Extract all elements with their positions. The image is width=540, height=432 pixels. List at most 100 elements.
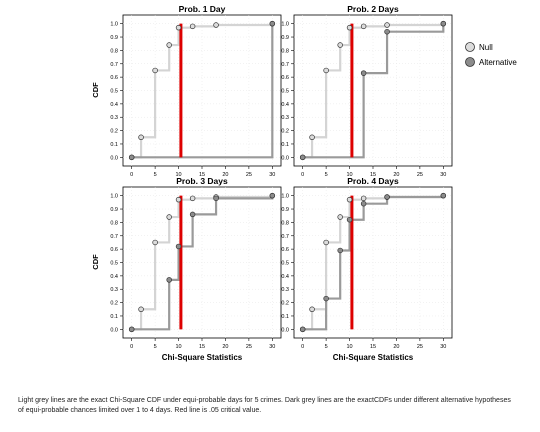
- y-tick-label: 0.6: [281, 247, 289, 253]
- x-tick-label: 10: [176, 344, 182, 350]
- y-tick-label: 0.4: [110, 274, 118, 280]
- chart-legend: Null Alternative: [465, 42, 517, 67]
- x-tick-label: 30: [269, 344, 275, 350]
- y-tick-label: 0.6: [281, 75, 289, 81]
- y-tick-label: 0.1: [281, 142, 289, 148]
- x-tick-label: 25: [246, 344, 252, 350]
- legend-marker: [465, 57, 475, 67]
- y-tick-label: 0.0: [281, 155, 289, 161]
- alternative-series-line: [131, 23, 274, 159]
- y-tick-label: 0.5: [281, 261, 289, 267]
- null-series-point: [152, 239, 158, 246]
- x-axis-title: Chi-Square Statistics: [333, 353, 414, 362]
- y-tick-label: 0.5: [110, 89, 118, 95]
- null-series-point: [309, 134, 315, 141]
- legend-marker: [465, 42, 475, 52]
- x-tick-label: 20: [222, 344, 228, 350]
- null-series-point: [309, 306, 315, 313]
- alternative-series-point: [269, 20, 276, 27]
- alternative-series-point: [189, 211, 196, 218]
- null-series-point: [138, 306, 144, 313]
- x-tick-label: 5: [154, 344, 157, 350]
- chart-panel-1: Prob. 1 Day 0.0 0.1 0.2 0.3 0.4 0.5 0.6 0.7 0.8 0.…: [110, 4, 282, 178]
- x-tick-label: 15: [199, 172, 205, 178]
- panel-title: Prob. 3 Days: [176, 176, 228, 186]
- y-tick-label: 0.8: [281, 48, 289, 54]
- y-tick-label: 1.0: [110, 194, 118, 200]
- y-tick-label: 0.0: [110, 327, 118, 333]
- y-tick-label: 0.2: [110, 129, 118, 135]
- null-series-point: [323, 67, 329, 74]
- x-tick-label: 0: [301, 344, 304, 350]
- x-tick-label: 10: [347, 172, 353, 178]
- y-axis-title: CDF: [91, 254, 100, 270]
- y-tick-label: 0.8: [281, 220, 289, 226]
- null-series-point: [166, 42, 172, 48]
- panel-title: Prob. 1 Day: [179, 4, 226, 14]
- null-series-point: [337, 42, 343, 48]
- x-tick-label: 0: [130, 344, 133, 350]
- alternative-series-point: [299, 154, 306, 161]
- y-tick-label: 0.9: [110, 35, 118, 41]
- legend-label: Null: [479, 43, 493, 52]
- legend-label: Alternative: [479, 58, 517, 67]
- alternative-series-point: [269, 192, 276, 199]
- y-tick-label: 0.3: [281, 115, 289, 121]
- y-tick-label: 0.5: [281, 89, 289, 95]
- alternative-series-point: [128, 154, 135, 161]
- null-series-point: [360, 195, 367, 202]
- y-tick-label: 0.9: [281, 35, 289, 41]
- alternative-series-point: [384, 194, 390, 200]
- x-tick-label: 15: [199, 344, 205, 350]
- null-series-point: [323, 239, 329, 246]
- chart-panel-2: Prob. 2 Days 0.0 0.1 0.2 0.3 0.4 0.5 0.6 0.7 0.8 0…: [281, 4, 453, 178]
- x-tick-label: 5: [325, 172, 328, 178]
- y-tick-label: 0.8: [110, 48, 118, 54]
- null-series-point: [189, 195, 196, 202]
- y-tick-label: 0.5: [110, 261, 118, 267]
- y-tick-label: 0.0: [110, 155, 118, 161]
- null-series-point: [175, 24, 182, 31]
- y-tick-label: 0.6: [110, 75, 118, 81]
- alternative-series-line: [131, 195, 274, 331]
- x-axis-title: Chi-Square Statistics: [162, 353, 243, 362]
- y-tick-label: 0.2: [281, 129, 289, 135]
- alternative-series-point: [346, 216, 353, 223]
- alternative-series-line: [302, 23, 445, 159]
- null-series-point: [138, 134, 144, 141]
- x-tick-label: 15: [370, 172, 376, 178]
- alternative-series-point: [337, 247, 343, 254]
- panel-title: Prob. 4 Days: [347, 176, 399, 186]
- x-tick-label: 20: [393, 344, 399, 350]
- y-tick-label: 0.9: [110, 207, 118, 213]
- panel-title: Prob. 2 Days: [347, 4, 399, 14]
- null-series-point: [213, 22, 219, 28]
- null-series-point: [166, 214, 172, 220]
- x-tick-label: 25: [417, 344, 423, 350]
- x-tick-label: 20: [222, 172, 228, 178]
- y-tick-label: 0.2: [110, 301, 118, 307]
- x-tick-label: 25: [246, 172, 252, 178]
- y-tick-label: 0.7: [281, 234, 289, 240]
- y-tick-label: 0.9: [281, 207, 289, 213]
- y-tick-label: 0.4: [281, 274, 289, 280]
- y-tick-label: 0.4: [110, 102, 118, 108]
- alternative-series-point: [213, 195, 219, 202]
- y-tick-label: 0.1: [281, 314, 289, 320]
- y-tick-label: 0.8: [110, 220, 118, 226]
- y-tick-label: 0.1: [110, 142, 118, 148]
- chart-panel-4: Prob. 4 Days 0.0 0.1 0.2 0.3 0.4 0.5 0.6 0.7 0.8 0…: [281, 176, 453, 350]
- alternative-series-point: [360, 200, 367, 207]
- alternative-series-point: [175, 243, 182, 250]
- x-tick-label: 10: [176, 172, 182, 178]
- null-series-point: [384, 22, 390, 28]
- null-series-point: [175, 196, 182, 203]
- y-tick-label: 0.7: [110, 62, 118, 68]
- x-tick-label: 5: [154, 172, 157, 178]
- x-tick-label: 30: [269, 172, 275, 178]
- null-series-point: [360, 23, 367, 30]
- null-series-point: [346, 196, 353, 203]
- y-tick-label: 0.7: [110, 234, 118, 240]
- y-tick-label: 0.6: [110, 247, 118, 253]
- x-tick-label: 20: [393, 172, 399, 178]
